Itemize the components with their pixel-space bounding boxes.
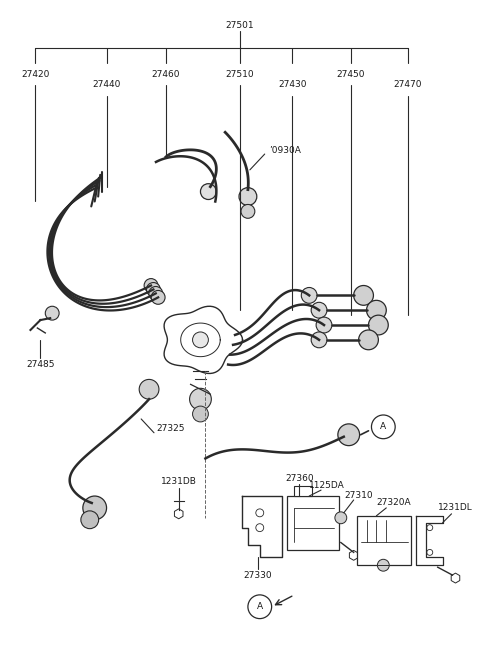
Circle shape bbox=[367, 300, 386, 320]
Circle shape bbox=[335, 512, 347, 524]
Circle shape bbox=[201, 184, 216, 200]
Circle shape bbox=[377, 559, 389, 571]
Text: A: A bbox=[380, 422, 386, 432]
FancyBboxPatch shape bbox=[294, 486, 312, 496]
Text: 27420: 27420 bbox=[21, 70, 49, 79]
Circle shape bbox=[301, 288, 317, 304]
Text: 27325: 27325 bbox=[156, 424, 184, 434]
Circle shape bbox=[311, 302, 327, 318]
Circle shape bbox=[144, 279, 158, 292]
Text: 27485: 27485 bbox=[26, 360, 55, 369]
Circle shape bbox=[369, 315, 388, 335]
Text: 27320A: 27320A bbox=[376, 499, 410, 507]
Circle shape bbox=[151, 290, 165, 304]
Circle shape bbox=[146, 283, 160, 296]
Text: ’0930A: ’0930A bbox=[270, 146, 301, 154]
Circle shape bbox=[139, 379, 159, 399]
Text: 27430: 27430 bbox=[278, 80, 307, 89]
Circle shape bbox=[190, 388, 211, 410]
Text: 1231DL: 1231DL bbox=[438, 503, 473, 512]
Circle shape bbox=[83, 496, 107, 520]
Circle shape bbox=[359, 330, 378, 350]
Circle shape bbox=[338, 424, 360, 445]
Text: 27450: 27450 bbox=[336, 70, 365, 79]
Circle shape bbox=[241, 204, 255, 218]
Text: 27330: 27330 bbox=[243, 571, 272, 579]
Circle shape bbox=[81, 511, 99, 529]
Text: 27470: 27470 bbox=[394, 80, 422, 89]
Text: 1125DA: 1125DA bbox=[309, 481, 345, 489]
Text: 27440: 27440 bbox=[92, 80, 121, 89]
Text: 27360: 27360 bbox=[285, 474, 313, 483]
Circle shape bbox=[354, 286, 373, 306]
Text: 1231DB: 1231DB bbox=[161, 477, 197, 486]
FancyBboxPatch shape bbox=[357, 516, 411, 565]
Text: 27510: 27510 bbox=[226, 70, 254, 79]
Text: A: A bbox=[257, 602, 263, 611]
Circle shape bbox=[45, 306, 59, 320]
Circle shape bbox=[192, 406, 208, 422]
Text: 27310: 27310 bbox=[344, 491, 373, 499]
Circle shape bbox=[316, 317, 332, 333]
Circle shape bbox=[239, 188, 257, 206]
FancyBboxPatch shape bbox=[288, 496, 339, 551]
Circle shape bbox=[311, 332, 327, 348]
Circle shape bbox=[149, 286, 163, 300]
Circle shape bbox=[192, 332, 208, 348]
Text: 27460: 27460 bbox=[152, 70, 180, 79]
Text: 27501: 27501 bbox=[226, 21, 254, 30]
